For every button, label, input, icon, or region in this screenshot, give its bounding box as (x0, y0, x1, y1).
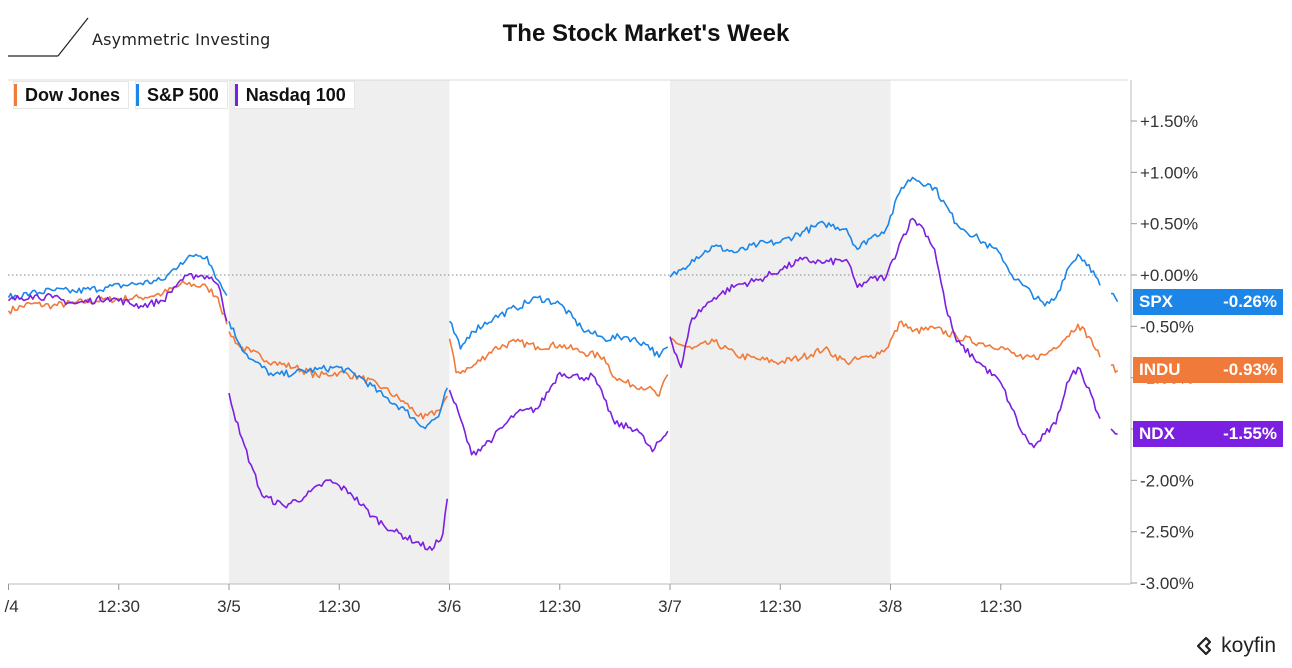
shaded-day-band (229, 80, 450, 584)
x-tick-label: 3/6 (438, 597, 462, 616)
legend-swatch (136, 84, 140, 106)
series-line-spx (1110, 292, 1119, 303)
end-label-ticker: INDU (1139, 360, 1181, 380)
legend: Dow Jones S&P 500 Nasdaq 100 (13, 81, 355, 109)
series-line-ndx (1110, 428, 1118, 435)
series-line-spx (228, 320, 449, 430)
legend-swatch (14, 84, 17, 106)
series-line-indu (1110, 364, 1119, 374)
x-tick-label: 3/8 (879, 597, 903, 616)
series-line-indu (228, 331, 448, 420)
x-tick-label: 12:30 (318, 597, 361, 616)
series-line-indu (7, 280, 228, 325)
x-tick-label: /4 (5, 597, 19, 616)
x-tick-label: 3/5 (217, 597, 241, 616)
legend-item-sp-500[interactable]: S&P 500 (135, 81, 228, 109)
legend-label: Dow Jones (25, 84, 121, 105)
legend-label: Nasdaq 100 (245, 84, 346, 105)
series-line-ndx (7, 273, 228, 322)
y-tick-label: +1.50% (1140, 112, 1198, 131)
series-line-ndx (669, 217, 1101, 449)
shaded-day-band (670, 80, 891, 584)
end-label-spx: SPX -0.26% (1133, 288, 1283, 315)
x-axis-ticks: /4 12:30 3/5 12:30 3/6 12:30 3/7 12:30 3/8 12:30 (5, 584, 1022, 616)
chart-frame (8, 79, 1132, 585)
series-line-spx (448, 295, 669, 358)
y-tick-label: +1.00% (1140, 163, 1198, 182)
series-line-indu (448, 338, 669, 397)
y-tick-label: -0.50% (1140, 317, 1194, 336)
series-line-spx (669, 176, 1101, 307)
shaded-days (229, 80, 891, 584)
y-tick-label: -2.50% (1140, 523, 1194, 542)
end-label-value: -1.55% (1223, 424, 1277, 444)
asymmetric-investing-logo (8, 17, 89, 57)
legend-label: S&P 500 (147, 84, 219, 105)
y-tick-label: +0.00% (1140, 266, 1198, 285)
page-title: The Stock Market's Week (502, 20, 790, 47)
series-line-spx (7, 253, 228, 300)
series-line-ndx (448, 371, 669, 456)
legend-item-dow-jones[interactable]: Dow Jones (13, 81, 130, 109)
series-lines (7, 176, 1119, 551)
y-tick-label: -3.00% (1140, 574, 1194, 593)
end-label-ndx: NDX -1.55% (1133, 421, 1283, 448)
y-tick-label: -2.00% (1140, 471, 1194, 490)
y-axis-ticks: +1.50%+1.00%+0.50%+0.00%-0.50%-1.00%-1.5… (1131, 112, 1198, 593)
series-line-indu (670, 320, 1101, 366)
x-tick-label: 12:30 (759, 597, 802, 616)
end-label-value: -0.93% (1223, 360, 1277, 380)
x-tick-label: 12:30 (979, 597, 1022, 616)
legend-swatch (234, 84, 238, 106)
koyfin-logo-icon (1197, 636, 1212, 656)
logo-text: Asymmetric Investing (92, 30, 271, 49)
x-tick-label: 12:30 (97, 597, 140, 616)
series-line-ndx (228, 392, 449, 551)
y-tick-label: +0.50% (1140, 215, 1198, 234)
end-label-ticker: SPX (1139, 291, 1174, 311)
koyfin-brand: koyfin (1195, 634, 1276, 658)
end-label-indu: INDU -0.93% (1133, 357, 1283, 384)
x-tick-label: 3/7 (658, 597, 682, 616)
legend-item-nasdaq-100[interactable]: Nasdaq 100 (233, 81, 355, 109)
end-label-value: -0.26% (1223, 291, 1277, 311)
brand-text: koyfin (1221, 634, 1276, 657)
x-tick-label: 12:30 (538, 597, 581, 616)
end-label-ticker: NDX (1139, 424, 1175, 444)
